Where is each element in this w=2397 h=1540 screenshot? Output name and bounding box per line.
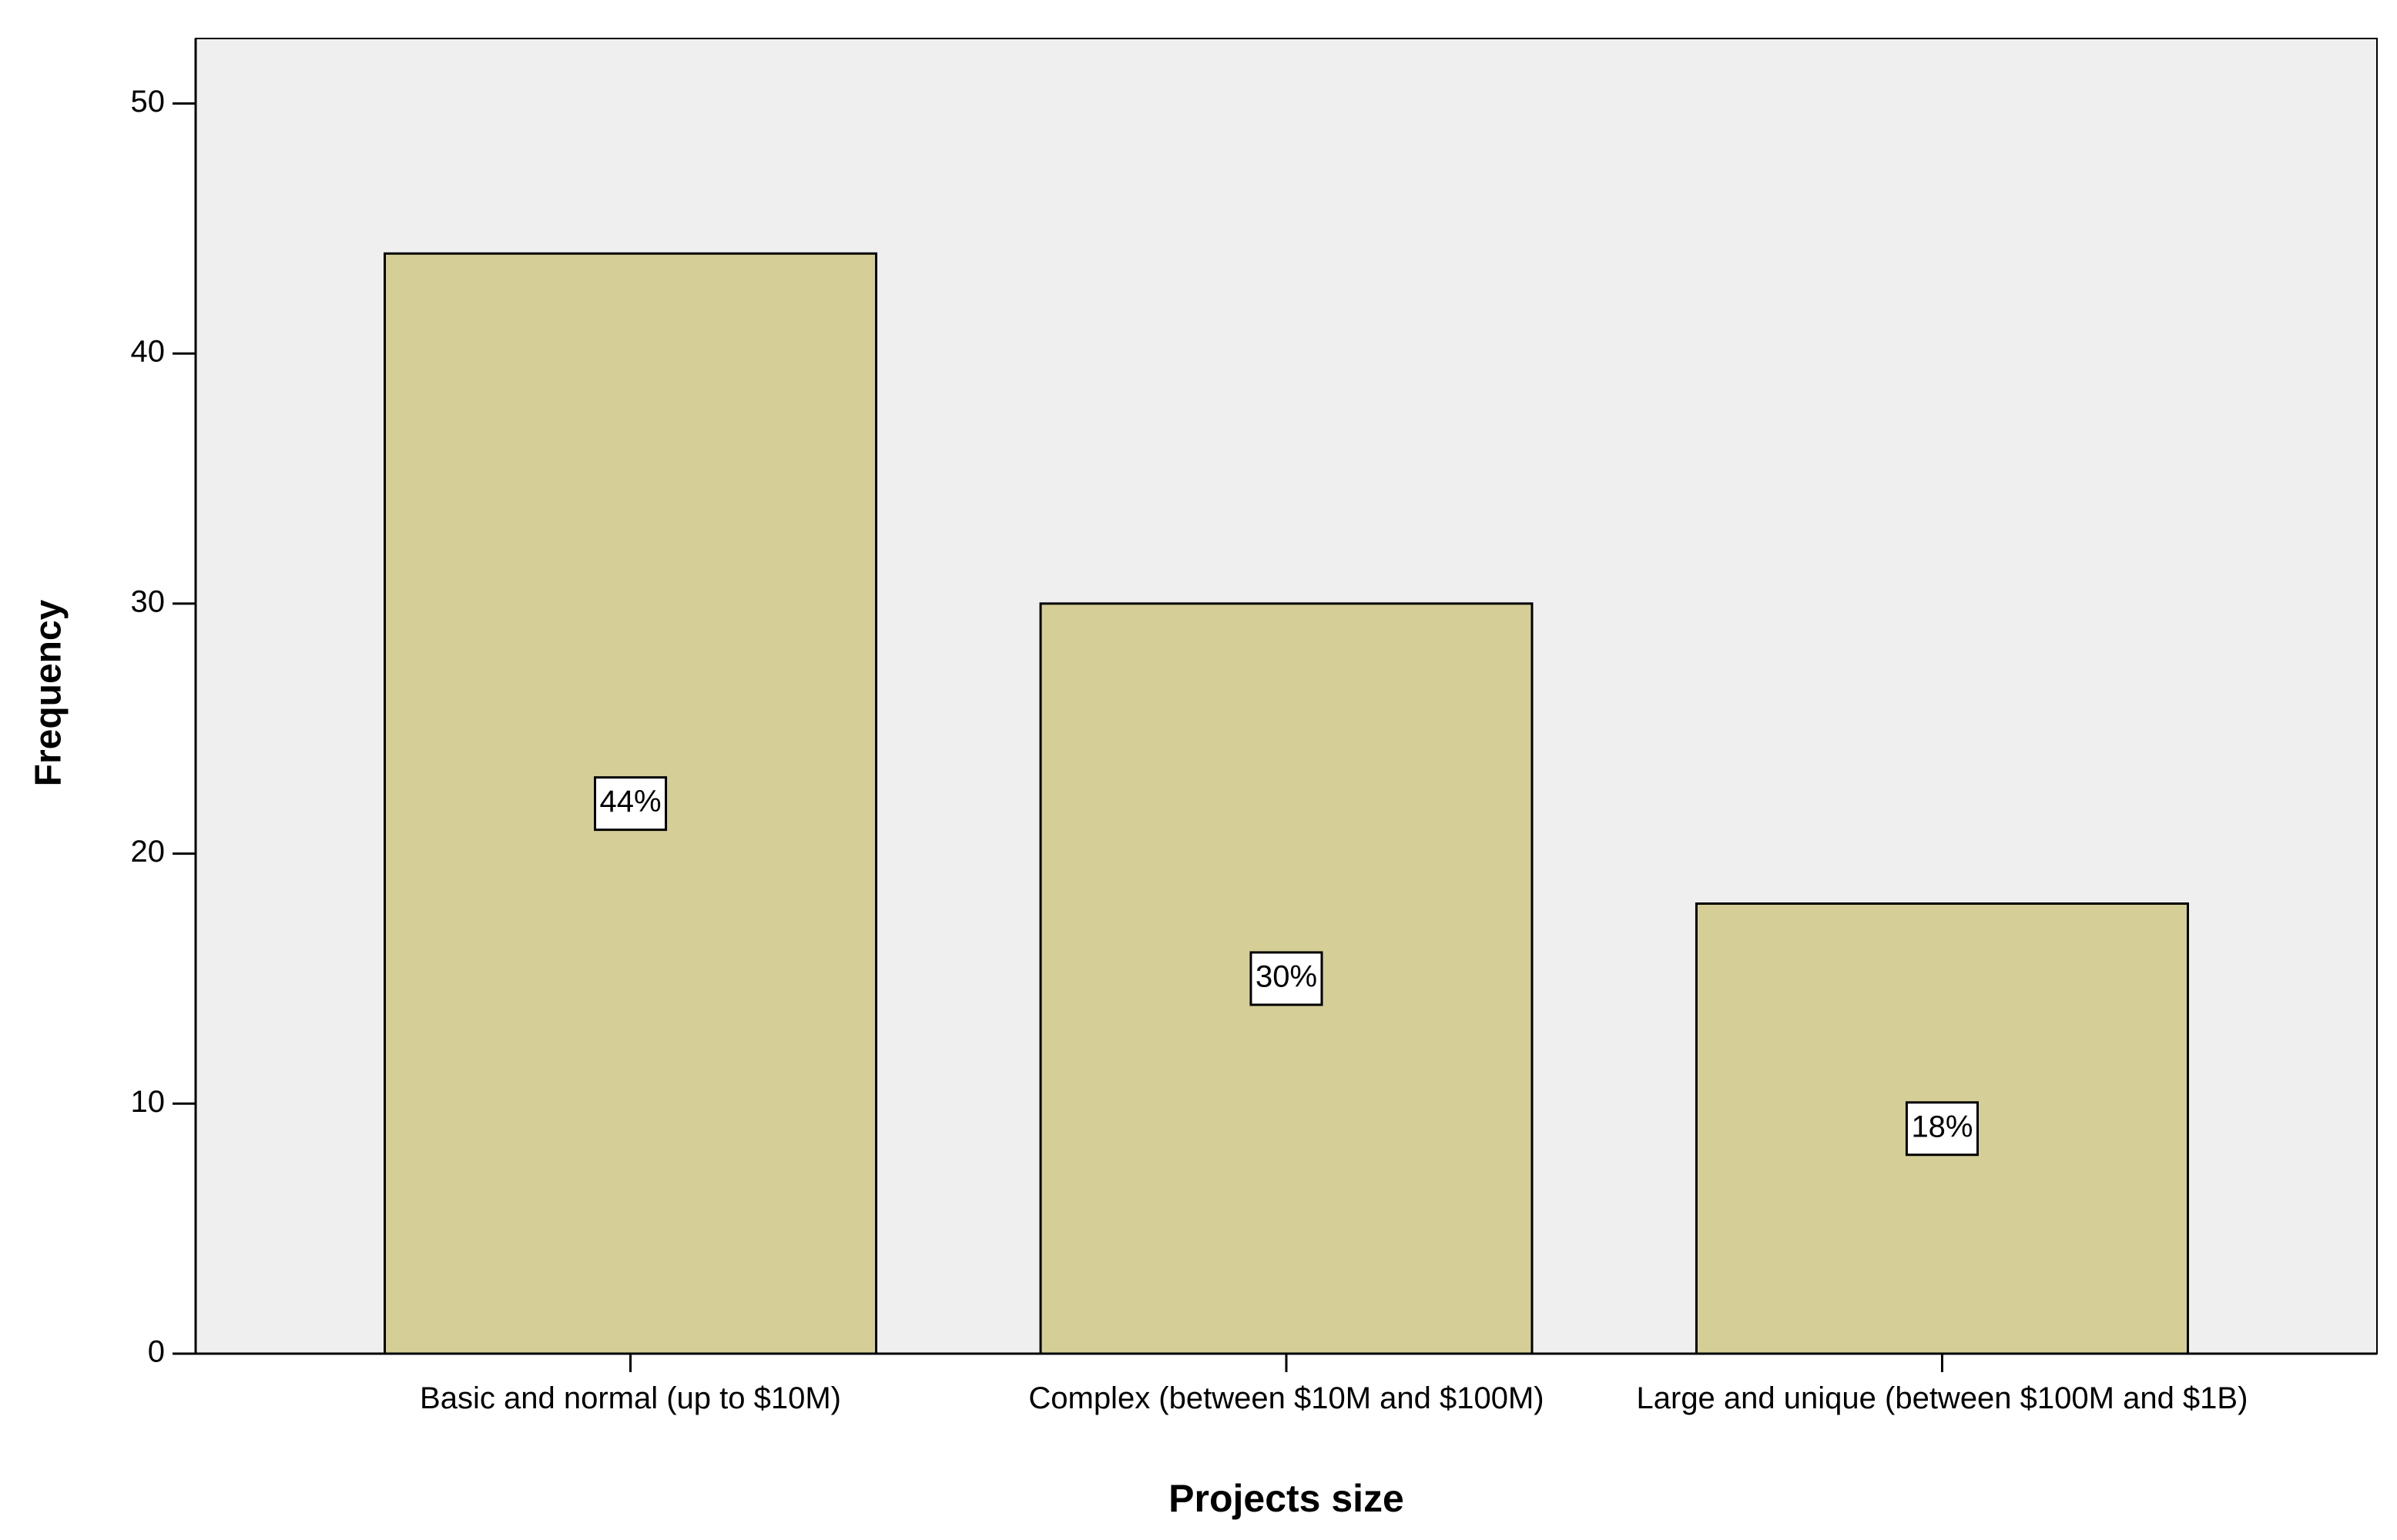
y-tick-label: 30 <box>131 584 166 618</box>
x-tick-label: Large and unique (between $100M and $1B) <box>1636 1381 2248 1415</box>
x-tick-label: Complex (between $10M and $100M) <box>1028 1381 1544 1415</box>
value-label-box <box>1905 1101 1980 1157</box>
value-label: 44% <box>599 785 661 819</box>
x-tick-label: Basic and normal (up to $10M) <box>420 1381 841 1415</box>
y-tick-label: 0 <box>148 1335 165 1369</box>
y-tick-label: 40 <box>131 335 166 369</box>
y-tick-label: 20 <box>131 835 166 869</box>
value-label-box <box>593 776 668 832</box>
value-label: 30% <box>1255 959 1317 993</box>
x-axis-title: Projects size <box>1168 1477 1404 1520</box>
y-axis-title: Frequency <box>28 599 69 786</box>
y-tick-label: 50 <box>131 85 166 119</box>
y-tick-label: 10 <box>131 1085 166 1119</box>
value-label: 18% <box>1911 1110 1973 1143</box>
value-label-box <box>1249 951 1323 1006</box>
